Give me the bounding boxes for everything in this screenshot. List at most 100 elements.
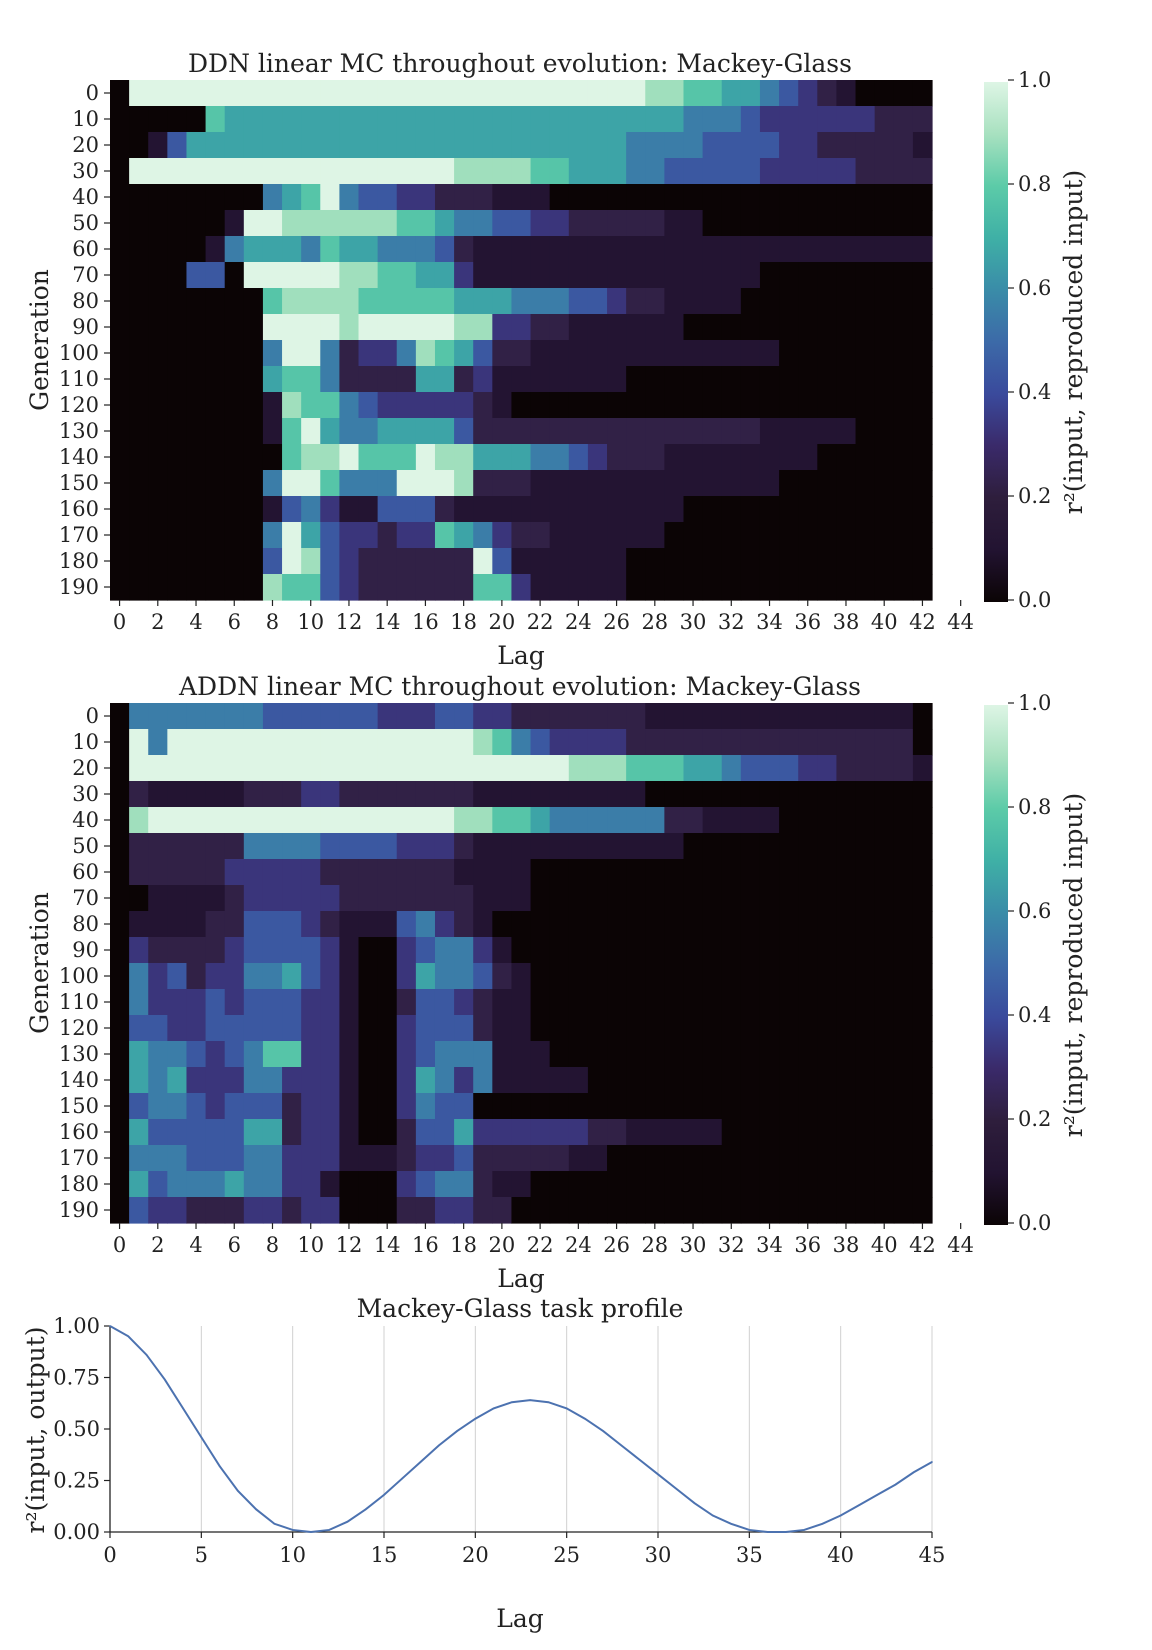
heatmap2-cell xyxy=(702,1093,723,1120)
heatmap2-cell xyxy=(626,1015,646,1042)
heatmap1-cell xyxy=(664,470,685,497)
heatmap2-cell xyxy=(740,859,761,886)
heatmap1-cell xyxy=(893,444,914,471)
heatmap1-cell xyxy=(607,366,627,393)
heatmap2-cell xyxy=(186,729,207,756)
heatmap1-cell xyxy=(798,80,818,107)
heatmap2-cell xyxy=(817,859,838,886)
heatmap1-cell xyxy=(129,522,149,549)
heatmap1-cell xyxy=(740,132,761,159)
heatmap1-cell xyxy=(587,366,608,393)
heatmap2-cell xyxy=(817,1197,838,1224)
y-tick-label: 50 xyxy=(72,211,99,235)
heatmap2-cell xyxy=(626,833,646,860)
x-tick-label: 34 xyxy=(756,610,783,634)
heatmap2-cell xyxy=(282,1145,302,1172)
heatmap2-cell xyxy=(568,989,589,1016)
heatmap1-cell xyxy=(511,158,532,185)
heatmap2-cell xyxy=(759,1119,780,1146)
heatmap1-cell xyxy=(492,210,513,237)
heatmap1-cell xyxy=(415,340,436,367)
heatmap2-cell xyxy=(110,1145,130,1172)
heatmap2-cell xyxy=(607,755,627,782)
heatmap1-cell xyxy=(626,106,646,133)
heatmap1-cell xyxy=(855,548,876,575)
x-tick-label: 0 xyxy=(113,610,126,634)
heatmap2-cell xyxy=(664,1015,685,1042)
heatmap1-cell xyxy=(645,288,665,315)
x-tick-label: 16 xyxy=(412,610,439,634)
heatmap1-cell xyxy=(339,574,360,601)
heatmap2-cell xyxy=(530,1119,551,1146)
heatmap2-cell xyxy=(282,1041,302,1068)
heatmap1-cell xyxy=(186,574,207,601)
heatmap2-cell xyxy=(817,1145,838,1172)
y-tick-label: 0 xyxy=(86,81,99,105)
heatmap1-cell xyxy=(243,80,264,107)
heatmap2-cell xyxy=(434,937,455,964)
heatmap2-cell xyxy=(645,1119,665,1146)
heatmap1-cell xyxy=(282,418,302,445)
heatmap2-cell xyxy=(186,1041,207,1068)
heatmap1-cell xyxy=(415,314,436,341)
heatmap1-cell xyxy=(874,210,895,237)
heatmap1-cell xyxy=(492,340,513,367)
heatmap1-cell xyxy=(721,288,742,315)
heatmap2-cell xyxy=(434,963,455,990)
heatmap1-cell xyxy=(702,522,723,549)
heatmap2-cell xyxy=(817,1171,838,1198)
heatmap2-cell xyxy=(301,1067,321,1094)
heatmap2-cell xyxy=(587,989,608,1016)
heatmap2-cell xyxy=(664,833,685,860)
heatmap1-cell xyxy=(339,236,360,263)
heatmap1-cell xyxy=(683,418,704,445)
heatmap2-cell xyxy=(874,833,895,860)
heatmap1-cell xyxy=(568,392,589,419)
heatmap2-cell xyxy=(683,937,704,964)
heatmap1-cell xyxy=(549,470,570,497)
heatmap2-cell xyxy=(587,937,608,964)
heatmap2-cell xyxy=(473,859,493,886)
y-tick-label: 60 xyxy=(72,860,99,884)
heatmap2-cell xyxy=(511,859,532,886)
heatmap2-cell xyxy=(148,1041,168,1068)
heatmap1-cell xyxy=(912,522,933,549)
heatmap1-cell xyxy=(626,236,646,263)
heatmap1-cell xyxy=(530,444,551,471)
heatmap2-cell xyxy=(607,1171,627,1198)
heatmap2-cell xyxy=(148,1171,168,1198)
heatmap1-cell xyxy=(893,522,914,549)
heatmap2-cell xyxy=(798,989,818,1016)
heatmap1-cell xyxy=(492,418,513,445)
heatmap2-cell xyxy=(817,729,838,756)
heatmap1-cell xyxy=(759,418,780,445)
heatmap2-cell xyxy=(817,1067,838,1094)
heatmap2-cell xyxy=(415,807,436,834)
heatmap1-cell xyxy=(282,210,302,237)
heatmap1-cell xyxy=(779,262,799,289)
line-point xyxy=(785,1531,787,1533)
heatmap2-cell xyxy=(396,1145,417,1172)
heatmap1-cell xyxy=(301,418,321,445)
heatmap2-cell xyxy=(224,859,245,886)
line-point xyxy=(383,1494,385,1496)
heatmap2-cell xyxy=(339,1119,360,1146)
heatmap1-cell xyxy=(224,418,245,445)
heatmap1-cell xyxy=(148,184,168,211)
heatmap1-cell xyxy=(186,288,207,315)
heatmap1-cell xyxy=(664,366,685,393)
heatmap2-cell xyxy=(683,833,704,860)
heatmap2-cell xyxy=(645,1067,665,1094)
heatmap1-cell xyxy=(454,80,474,107)
heatmap2-cell xyxy=(702,781,723,808)
heatmap1-cell xyxy=(798,106,818,133)
heatmap2-cell xyxy=(224,1197,245,1224)
heatmap1-cell xyxy=(511,288,532,315)
heatmap1-cell xyxy=(339,392,360,419)
x-tick-label: 20 xyxy=(462,1543,489,1567)
heatmap2-cell xyxy=(454,1145,474,1172)
heatmap1-cell xyxy=(664,184,685,211)
heatmap2-cell xyxy=(377,1171,398,1198)
heatmap2-cell xyxy=(224,755,245,782)
heatmap2-cell xyxy=(645,729,665,756)
